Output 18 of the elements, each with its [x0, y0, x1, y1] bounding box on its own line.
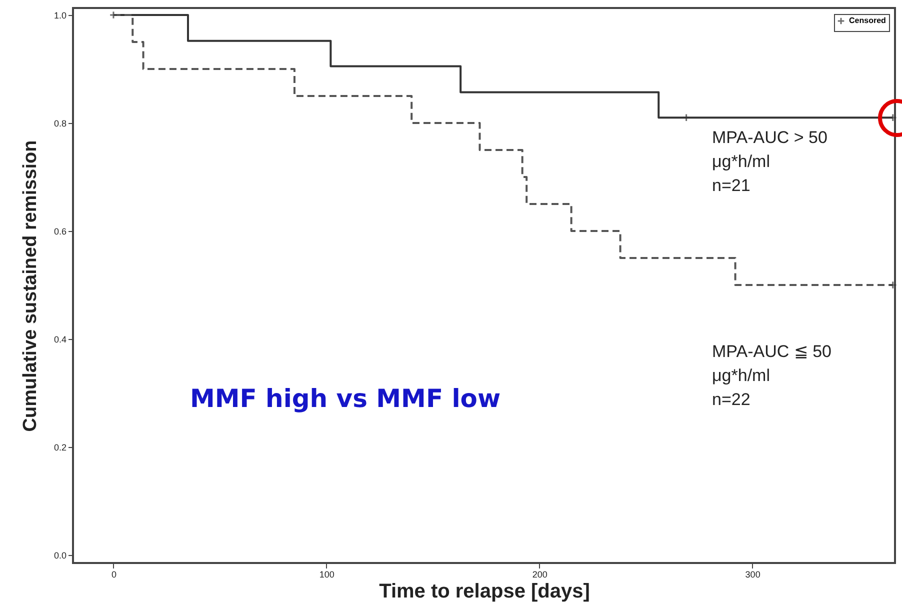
y-tick-label: 0.2 — [54, 442, 66, 452]
x-tick-label: 100 — [319, 570, 334, 580]
annotation: MMF high vs MMF low — [190, 384, 501, 413]
y-tick-label: 0.0 — [54, 550, 66, 560]
y-tick-label: 0.6 — [54, 226, 66, 236]
legend-label: Censored — [849, 16, 886, 25]
y-tick-label: 1.0 — [54, 10, 66, 21]
x-tick-label: 300 — [745, 570, 760, 580]
x-axis-title: Time to relapse [days] — [379, 580, 590, 602]
annotation: MPA-AUC > 50 μg*h/ml n=21 — [712, 127, 828, 197]
x-tick-label: 200 — [532, 570, 548, 580]
y-axis-title: Cumulative sustained remission — [20, 140, 41, 432]
annotation: MPA-AUC ≦ 50 μg*h/ml n=22 — [712, 341, 832, 411]
point — [682, 113, 690, 122]
x-tick-label: 0 — [111, 570, 116, 580]
y-tick-label: 0.8 — [54, 118, 66, 128]
point — [888, 280, 897, 290]
y-tick-label: 0.4 — [54, 334, 66, 344]
